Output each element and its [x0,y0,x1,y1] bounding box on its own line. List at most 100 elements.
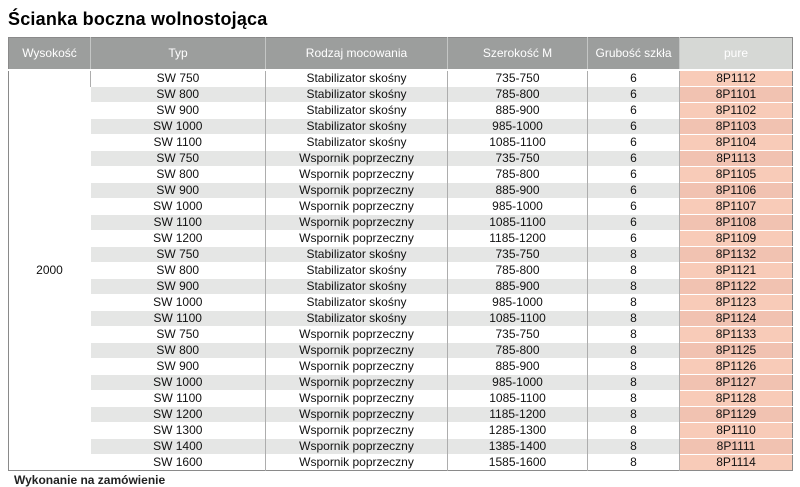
cell-pure: 8P1109 [679,229,793,246]
cell-pure: 8P1133 [679,325,793,342]
cell-grubosc: 8 [587,373,680,390]
table-row: SW 800 Wspornik poprzeczny 785-800 6 8P1105 [9,165,793,182]
cell-mocowanie: Wspornik poprzeczny [265,373,448,390]
table-row: SW 800 Stabilizator skośny 785-800 8 8P1121 [9,261,793,278]
cell-szerokosc: 1185-1200 [447,405,588,422]
cell-typ: SW 800 [90,85,266,102]
cell-grubosc: 8 [587,389,680,406]
cell-mocowanie: Stabilizator skośny [265,245,448,262]
table-row: SW 1300 Wspornik poprzeczny 1285-1300 8 8P11… [9,421,793,438]
cell-mocowanie: Wspornik poprzeczny [265,325,448,342]
cell-mocowanie: Stabilizator skośny [265,261,448,278]
table-row: SW 750 Wspornik poprzeczny 735-750 8 8P1133 [9,325,793,342]
cell-mocowanie: Stabilizator skośny [265,101,448,118]
column-header-szerokosc: Szerokość M [447,37,588,71]
cell-typ: SW 1100 [90,133,266,150]
table-row: SW 1000 Stabilizator skośny 985-1000 8 8P112… [9,293,793,310]
table-body: 2000 SW 750 Stabilizator skośny 735-750 6 8P1… [8,69,793,470]
cell-grubosc: 8 [587,245,680,262]
cell-szerokosc: 985-1000 [447,197,588,214]
table-row: SW 1400 Wspornik poprzeczny 1385-1400 8 8P11… [9,437,793,454]
cell-typ: SW 1100 [90,309,266,326]
table-row: 2000 SW 750 Stabilizator skośny 735-750 6 8P1… [8,69,793,470]
column-header-grubosc: Grubość szkła [587,37,680,71]
column-header-typ: Typ [90,37,266,71]
cell-grubosc: 8 [587,453,680,470]
cell-mocowanie: Stabilizator skośny [265,117,448,134]
table-row: SW 800 Stabilizator skośny 785-800 6 8P1101 [9,85,793,102]
cell-pure: 8P1123 [679,293,793,310]
table-row: SW 1200 Wspornik poprzeczny 1185-1200 8 8P11… [9,405,793,422]
cell-typ: SW 1200 [90,229,266,246]
cell-szerokosc: 985-1000 [447,117,588,134]
cell-szerokosc: 885-900 [447,101,588,118]
table-row: SW 900 Wspornik poprzeczny 885-900 6 8P1106 [9,181,793,198]
cell-szerokosc: 785-800 [447,165,588,182]
cell-grubosc: 8 [587,277,680,294]
cell-pure: 8P1132 [679,245,793,262]
cell-pure: 8P1108 [679,213,793,230]
cell-szerokosc: 985-1000 [447,293,588,310]
cell-szerokosc: 1085-1100 [447,133,588,150]
cell-typ: SW 1600 [90,453,266,470]
cell-szerokosc: 735-750 [447,325,588,342]
cell-mocowanie: Stabilizator skośny [265,277,448,294]
cell-mocowanie: Stabilizator skośny [265,69,448,86]
cell-grubosc: 6 [587,181,680,198]
cell-grubosc: 6 [587,229,680,246]
cell-grubosc: 8 [587,341,680,358]
cell-pure: 8P1129 [679,405,793,422]
product-spec-table: Wysokość Typ Rodzaj mocowania Szerokość M Gr… [8,37,793,471]
cell-szerokosc: 735-750 [447,69,588,86]
cell-typ: SW 750 [90,245,266,262]
table-row: SW 1100 Stabilizator skośny 1085-1100 8 8P11… [9,309,793,326]
cell-pure: 8P1110 [679,421,793,438]
cell-typ: SW 800 [90,165,266,182]
cell-grubosc: 8 [587,437,680,454]
cell-pure: 8P1113 [679,149,793,166]
cell-pure: 8P1128 [679,389,793,406]
table-row: SW 1600 Wspornik poprzeczny 1585-1600 8 8P11… [9,453,793,470]
cell-szerokosc: 1085-1100 [447,213,588,230]
cell-typ: SW 1000 [90,373,266,390]
cell-grubosc: 8 [587,421,680,438]
cell-mocowanie: Stabilizator skośny [265,309,448,326]
cell-mocowanie: Stabilizator skośny [265,293,448,310]
cell-szerokosc: 1385-1400 [447,437,588,454]
cell-pure: 8P1114 [679,453,793,470]
table-row: SW 1100 Wspornik poprzeczny 1085-1100 6 8P11… [9,213,793,230]
cell-typ: SW 750 [90,149,266,166]
footnote-clipped: Wykonanie na zamówienie [14,473,166,487]
cell-typ: SW 1000 [90,197,266,214]
cell-pure: 8P1107 [679,197,793,214]
cell-mocowanie: Wspornik poprzeczny [265,453,448,470]
cell-typ: SW 800 [90,341,266,358]
cell-mocowanie: Wspornik poprzeczny [265,421,448,438]
cell-mocowanie: Wspornik poprzeczny [265,165,448,182]
table-row: SW 750 Wspornik poprzeczny 735-750 6 8P1113 [9,149,793,166]
cell-pure: 8P1124 [679,309,793,326]
cell-szerokosc: 1585-1600 [447,453,588,470]
cell-mocowanie: Wspornik poprzeczny [265,149,448,166]
cell-typ: SW 1100 [90,213,266,230]
cell-szerokosc: 1085-1100 [447,389,588,406]
cell-grubosc: 6 [587,165,680,182]
page-title: Ścianka boczna wolnostojąca [8,9,268,29]
cell-typ: SW 1000 [90,117,266,134]
cell-mocowanie: Wspornik poprzeczny [265,389,448,406]
cell-szerokosc: 785-800 [447,261,588,278]
table-row: SW 900 Wspornik poprzeczny 885-900 8 8P1126 [9,357,793,374]
cell-grubosc: 6 [587,213,680,230]
cell-typ: SW 750 [90,69,266,86]
table-row: SW 1200 Wspornik poprzeczny 1185-1200 6 8P11… [9,229,793,246]
cell-typ: SW 900 [90,357,266,374]
cell-szerokosc: 885-900 [447,181,588,198]
cell-pure: 8P1112 [679,69,793,86]
table-row: SW 800 Wspornik poprzeczny 785-800 8 8P1125 [9,341,793,358]
cell-pure: 8P1122 [679,277,793,294]
cell-typ: SW 900 [90,101,266,118]
table-row: SW 1100 Stabilizator skośny 1085-1100 6 8P11… [9,133,793,150]
cell-szerokosc: 885-900 [447,357,588,374]
cell-pure: 8P1127 [679,373,793,390]
cell-szerokosc: 785-800 [447,85,588,102]
